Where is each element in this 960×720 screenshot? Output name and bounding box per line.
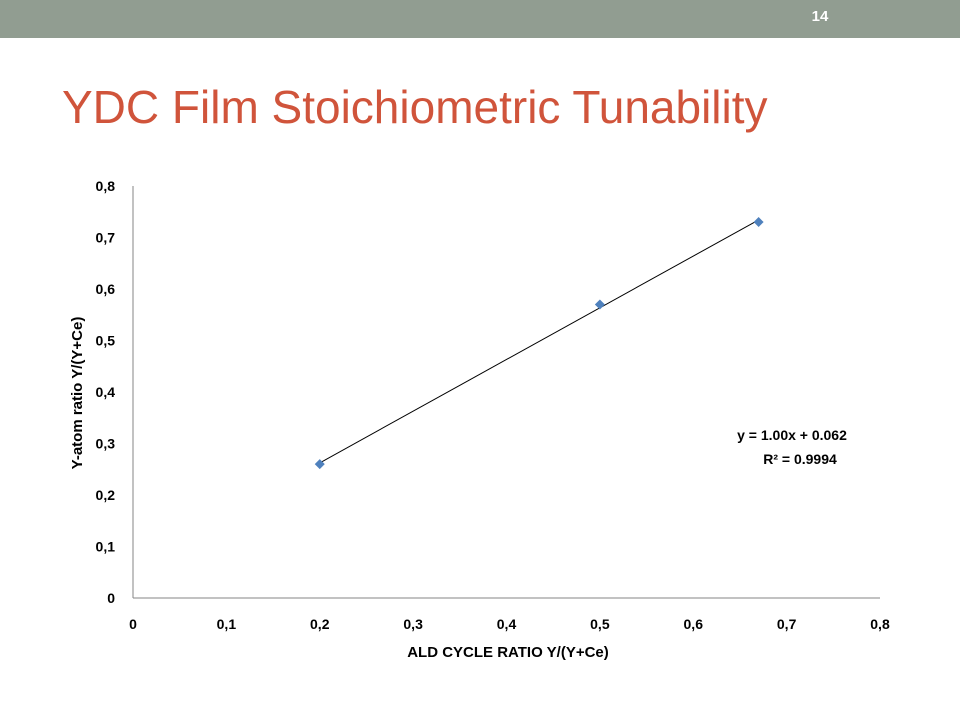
y-tick-label: 0,2 <box>96 487 116 503</box>
trendline-r-squared: R² = 0.9994 <box>763 451 837 467</box>
y-tick-label: 0,4 <box>96 384 116 400</box>
x-tick-label: 0 <box>129 616 137 632</box>
trendline <box>319 219 759 464</box>
y-tick-label: 0,3 <box>96 436 116 452</box>
y-tick-label: 0,5 <box>96 333 116 349</box>
slide-title: YDC Film Stoichiometric Tunability <box>62 81 768 133</box>
y-tick-label: 0,8 <box>96 178 116 194</box>
x-tick-label: 0,3 <box>403 616 423 632</box>
x-tick-label: 0,5 <box>590 616 610 632</box>
x-tick-label: 0,6 <box>684 616 704 632</box>
top-bar <box>0 0 960 38</box>
y-tick-label: 0,1 <box>96 539 116 555</box>
y-tick-label: 0,7 <box>96 230 116 246</box>
y-tick-labels: 0 0,1 0,2 0,3 0,4 0,5 0,6 0,7 0,8 <box>96 178 116 606</box>
x-tick-label: 0,8 <box>870 616 890 632</box>
x-tick-label: 0,4 <box>497 616 517 632</box>
data-point <box>753 217 764 228</box>
x-tick-label: 0,2 <box>310 616 330 632</box>
x-axis-label: ALD CYCLE RATIO Y/(Y+Ce) <box>407 644 609 661</box>
x-tick-label: 0,1 <box>217 616 237 632</box>
data-points <box>314 217 764 470</box>
y-tick-label: 0 <box>107 590 115 606</box>
y-axis-label: Y-atom ratio Y/(Y+Ce) <box>69 317 86 470</box>
x-tick-labels: 0 0,1 0,2 0,3 0,4 0,5 0,6 0,7 0,8 <box>129 616 890 632</box>
data-point <box>594 299 605 310</box>
data-point <box>314 459 325 470</box>
trendline-equation: y = 1.00x + 0.062 <box>737 427 847 443</box>
y-tick-label: 0,6 <box>96 281 116 297</box>
x-tick-label: 0,7 <box>777 616 797 632</box>
slide-number: 14 <box>811 8 829 25</box>
